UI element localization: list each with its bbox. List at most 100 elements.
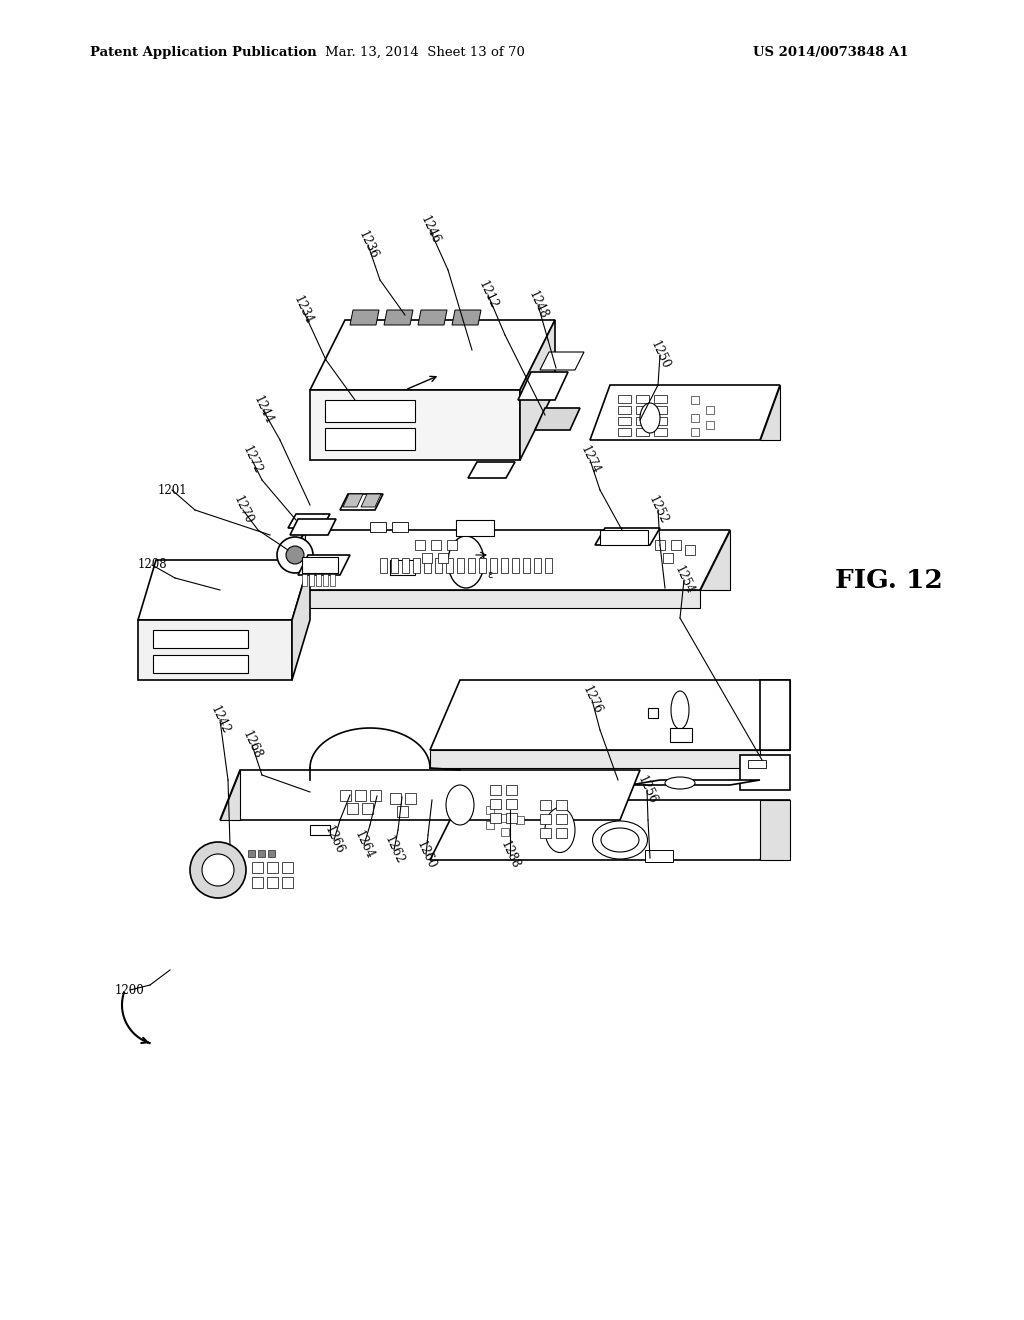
Text: 1252: 1252 (646, 494, 670, 527)
Bar (446, 558, 453, 573)
Polygon shape (288, 513, 330, 528)
Bar (422, 553, 432, 564)
Text: 1246: 1246 (418, 214, 442, 247)
Polygon shape (430, 750, 760, 768)
Bar (490, 799, 501, 809)
Text: 1244: 1244 (251, 393, 275, 426)
Bar (600, 531, 648, 545)
Bar (691, 428, 699, 436)
Bar (506, 813, 517, 822)
Bar (618, 417, 631, 425)
Polygon shape (340, 494, 383, 510)
Text: 1248: 1248 (526, 289, 550, 321)
Bar (523, 558, 530, 573)
Bar (486, 821, 494, 829)
Polygon shape (630, 780, 760, 785)
Bar (153, 630, 248, 648)
Bar (618, 395, 631, 403)
Ellipse shape (665, 777, 695, 789)
Polygon shape (760, 680, 790, 750)
Bar (424, 558, 431, 573)
Bar (456, 520, 494, 536)
Bar (540, 800, 551, 810)
Bar (648, 708, 658, 718)
Bar (691, 396, 699, 404)
Bar (636, 428, 649, 436)
Polygon shape (535, 408, 580, 430)
Polygon shape (275, 531, 305, 590)
Polygon shape (310, 319, 555, 389)
Ellipse shape (449, 536, 484, 587)
Bar (392, 521, 408, 532)
Bar (325, 400, 415, 422)
Polygon shape (298, 554, 350, 576)
Text: 1212: 1212 (476, 279, 500, 312)
Bar (323, 574, 328, 586)
Bar (479, 558, 486, 573)
Bar (655, 540, 665, 550)
Bar (435, 558, 442, 573)
Bar (501, 558, 508, 573)
Polygon shape (760, 385, 780, 440)
Bar (282, 876, 293, 888)
Bar (506, 799, 517, 809)
Text: 1270: 1270 (230, 494, 255, 527)
Polygon shape (518, 372, 568, 400)
Text: 1242: 1242 (208, 704, 232, 737)
Bar (316, 574, 321, 586)
Polygon shape (595, 528, 660, 545)
Text: 1236: 1236 (355, 228, 380, 261)
Bar (370, 789, 381, 801)
Bar (636, 417, 649, 425)
Bar (618, 407, 631, 414)
Text: FIG. 12: FIG. 12 (835, 568, 943, 593)
Bar (438, 553, 449, 564)
Bar (268, 850, 275, 857)
Polygon shape (275, 531, 730, 590)
Text: 1264: 1264 (352, 829, 376, 861)
Bar (355, 789, 366, 801)
Bar (325, 428, 415, 450)
Bar (490, 558, 497, 573)
Ellipse shape (671, 690, 689, 729)
Polygon shape (452, 310, 481, 325)
Text: Mar. 13, 2014  Sheet 13 of 70: Mar. 13, 2014 Sheet 13 of 70 (325, 46, 525, 59)
Bar (267, 876, 278, 888)
Bar (501, 828, 509, 836)
Text: 1268: 1268 (240, 729, 264, 762)
Circle shape (190, 842, 246, 898)
Bar (506, 785, 517, 795)
Bar (671, 540, 681, 550)
Circle shape (278, 537, 313, 573)
Bar (340, 789, 351, 801)
Polygon shape (468, 462, 515, 478)
Bar (457, 558, 464, 573)
Bar (654, 417, 667, 425)
Bar (490, 785, 501, 795)
Bar (556, 800, 567, 810)
Ellipse shape (446, 785, 474, 825)
Bar (330, 574, 335, 586)
Polygon shape (430, 800, 790, 861)
Bar (685, 545, 695, 554)
Polygon shape (138, 560, 310, 620)
Bar (490, 813, 501, 822)
Bar (468, 558, 475, 573)
Bar (654, 395, 667, 403)
Polygon shape (540, 352, 584, 370)
Bar (267, 862, 278, 873)
Text: 1276: 1276 (580, 684, 604, 717)
Bar (618, 428, 631, 436)
Bar (402, 558, 409, 573)
Bar (748, 760, 766, 768)
Text: Patent Application Publication: Patent Application Publication (90, 46, 316, 59)
Bar (310, 825, 330, 836)
Polygon shape (590, 385, 780, 440)
Bar (540, 814, 551, 824)
Bar (302, 574, 307, 586)
Bar (670, 729, 692, 742)
Text: 1234: 1234 (291, 294, 315, 326)
Bar (512, 558, 519, 573)
Bar (347, 803, 358, 814)
Bar (636, 395, 649, 403)
